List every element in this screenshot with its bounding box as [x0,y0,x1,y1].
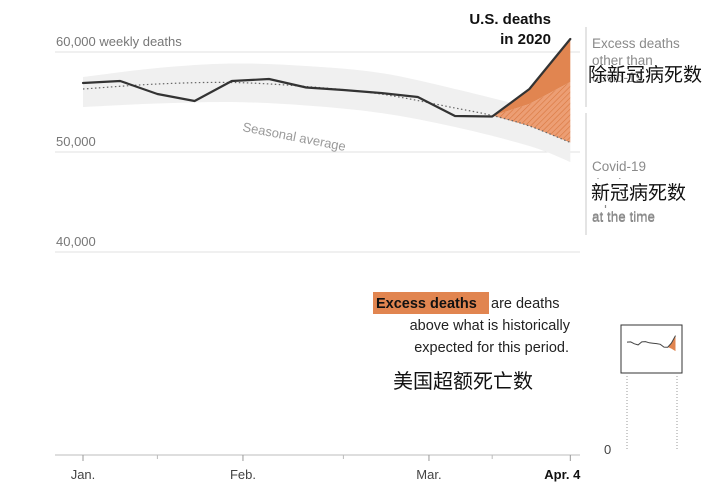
gridlines: 60,000 weekly deaths 50,000 40,000 [55,34,580,253]
covid-label-line-last: at the time [592,209,655,224]
covid-deaths-area [492,82,571,143]
y-tick-label: 50,000 [56,134,96,149]
chart-title-line: in 2020 [500,31,551,48]
legend-zh-label: 美国超额死亡数 [393,369,533,393]
mini-chart: 0 [604,324,683,457]
annotations: U.S. deaths in 2020 Seasonal average Excess… [241,11,702,393]
legend-highlight-box [373,292,489,314]
excess-other-zh-label: 除新冠病死数 [588,64,702,86]
excess-other-label-line: covid-19 [592,70,643,85]
legend-line3: expected for this period. [414,340,569,356]
seasonal-band-area [83,63,571,162]
x-tick-label: Feb. [230,467,256,482]
excess-other-label-line: other than [592,53,653,68]
x-axis: Jan. Feb. Mar. Apr. 4 [55,454,581,482]
y-tick-label: 60,000 weekly deaths [56,34,182,49]
legend-line1-rest: are deaths [491,296,560,312]
x-tick-label: Apr. 4 [544,467,581,482]
legend-line2: above what is historically [410,318,571,334]
other-excess-area [492,39,571,117]
excess-region [492,39,571,143]
x-tick-label: Mar. [416,467,441,482]
seasonal-band [83,63,571,162]
us-deaths-2020-line [81,37,572,118]
y-tick-label: 40,000 [56,234,96,249]
mini-line [626,335,676,348]
covid-label-line: Covid-19 [592,159,646,174]
legend-highlight-text: Excess deaths [376,296,477,312]
chart-title-line: U.S. deaths [469,11,551,28]
series-lines [81,37,572,144]
excess-other-label-line: Excess deaths [592,36,680,51]
seasonal-average-label: Seasonal average [241,119,347,154]
mini-zero-label: 0 [604,442,611,457]
x-tick-label: Jan. [71,467,96,482]
covid-zh-backing [588,179,698,205]
mini-frame [620,324,683,374]
covid-zh-label: 新冠病死数 [591,182,686,204]
seasonal-average-line [82,81,571,144]
covid-label-line: at the time [592,210,655,225]
